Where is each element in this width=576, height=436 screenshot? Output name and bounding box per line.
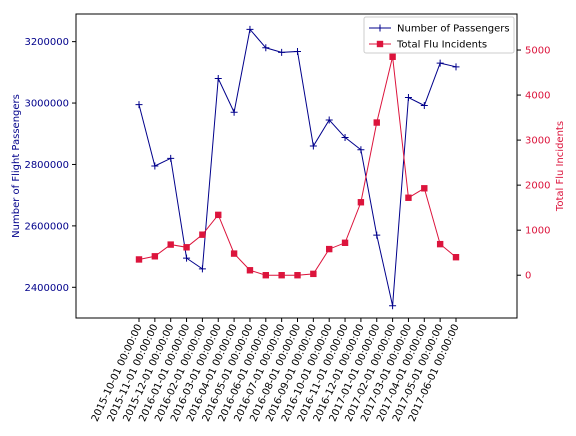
passenger-point — [151, 162, 159, 170]
passenger-point — [183, 254, 191, 262]
passenger-point — [230, 108, 238, 116]
legend-entry-1: Number of Passengers — [397, 24, 510, 35]
flu-point — [167, 241, 174, 248]
series-line-2 — [138, 56, 457, 276]
flu-point — [326, 245, 333, 253]
flu-point — [278, 272, 285, 279]
flu-point — [294, 272, 301, 279]
passenger-point — [198, 265, 206, 273]
flu-point — [341, 239, 349, 246]
right-axis-tick-label: 1000 — [525, 226, 550, 237]
passenger-point — [436, 59, 444, 67]
flu-point — [246, 267, 254, 274]
flu-point — [215, 211, 222, 219]
left-axis-tick-label: 3200000 — [24, 37, 69, 48]
flu-point — [230, 250, 238, 257]
right-axis-tick-label: 3000 — [525, 136, 550, 147]
plot-frame — [75, 13, 518, 319]
passenger-point — [294, 47, 301, 55]
legend-box — [363, 16, 515, 54]
legend-marker-plus — [376, 24, 384, 32]
flu-point — [405, 194, 412, 201]
passenger-point — [452, 63, 460, 71]
flu-point — [183, 244, 190, 251]
legend-entry-2: Total Flu Incidents — [396, 40, 487, 51]
passenger-point — [404, 94, 412, 102]
passenger-point — [246, 25, 254, 33]
passenger-point — [167, 154, 175, 162]
passenger-point — [341, 133, 349, 141]
passenger-point — [214, 74, 222, 82]
passenger-point — [135, 101, 143, 109]
right-axis-tick-label: 0 — [525, 271, 531, 282]
passenger-point — [262, 44, 270, 52]
passenger-point — [373, 231, 381, 239]
flu-point — [373, 119, 380, 126]
passenger-point — [278, 48, 286, 56]
flu-point — [135, 256, 143, 263]
passenger-point — [420, 102, 428, 110]
flu-point — [357, 199, 365, 206]
passenger-point — [357, 146, 365, 154]
passenger-point — [389, 302, 397, 310]
right-axis-tick-label: 4000 — [525, 91, 550, 102]
left-axis-label: Number of Flight Passengers — [11, 94, 22, 238]
flu-point — [421, 185, 428, 192]
left-axis-tick-label: 2800000 — [24, 160, 69, 171]
flu-point — [452, 254, 460, 261]
left-axis-tick-label: 2400000 — [24, 283, 69, 294]
right-axis-label: Total Flu Incidents — [555, 121, 566, 212]
left-axis-tick-label: 2600000 — [24, 221, 69, 232]
flu-point — [199, 231, 206, 238]
flu-point — [310, 270, 317, 278]
passenger-point — [309, 142, 317, 150]
flu-point — [436, 240, 444, 248]
right-axis-tick-label: 2000 — [525, 181, 550, 192]
passenger-point — [325, 116, 333, 124]
legend-marker-square — [376, 40, 384, 48]
flu-point — [262, 272, 269, 279]
right-axis-tick-label: 5000 — [525, 46, 550, 57]
left-axis-tick-label: 3000000 — [24, 99, 69, 110]
flu-point — [389, 53, 396, 60]
series-line-1 — [138, 28, 457, 306]
flu-point — [151, 253, 159, 260]
